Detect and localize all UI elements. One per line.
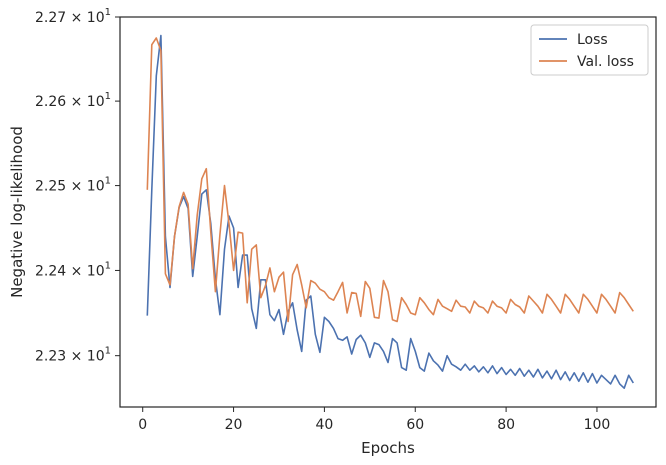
legend-box — [530, 24, 649, 76]
y-tick-label: 2.27 × 101 — [35, 7, 111, 26]
x-tick-label: 80 — [497, 417, 515, 433]
x-tick-label: 100 — [584, 417, 611, 433]
series-line-1 — [146, 34, 634, 390]
y-axis-title: Negative log-likelihood — [8, 126, 26, 298]
series-line-2 — [146, 37, 634, 323]
legend-label-1: Loss — [577, 32, 608, 48]
y-tick-label: 2.23 × 101 — [35, 346, 111, 365]
x-tick-label: 0 — [138, 417, 147, 433]
x-tick-label: 20 — [225, 417, 243, 433]
legend: Loss Val. loss — [530, 24, 649, 76]
plot-marks — [146, 34, 634, 390]
plot-frame — [119, 16, 657, 408]
y-axis: 2.23 × 101 2.24 × 101 2.25 × 101 2.26 × 101… — [35, 7, 120, 365]
x-axis: 0 20 40 60 80 100 — [138, 407, 610, 433]
y-tick-label: 2.24 × 101 — [35, 260, 111, 279]
legend-label-2: Val. loss — [577, 54, 634, 70]
x-axis-title: Epochs — [361, 439, 415, 457]
x-tick-label: 40 — [315, 417, 333, 433]
y-tick-label: 2.26 × 101 — [35, 91, 111, 110]
x-tick-label: 60 — [406, 417, 424, 433]
y-tick-label: 2.25 × 101 — [35, 176, 111, 195]
